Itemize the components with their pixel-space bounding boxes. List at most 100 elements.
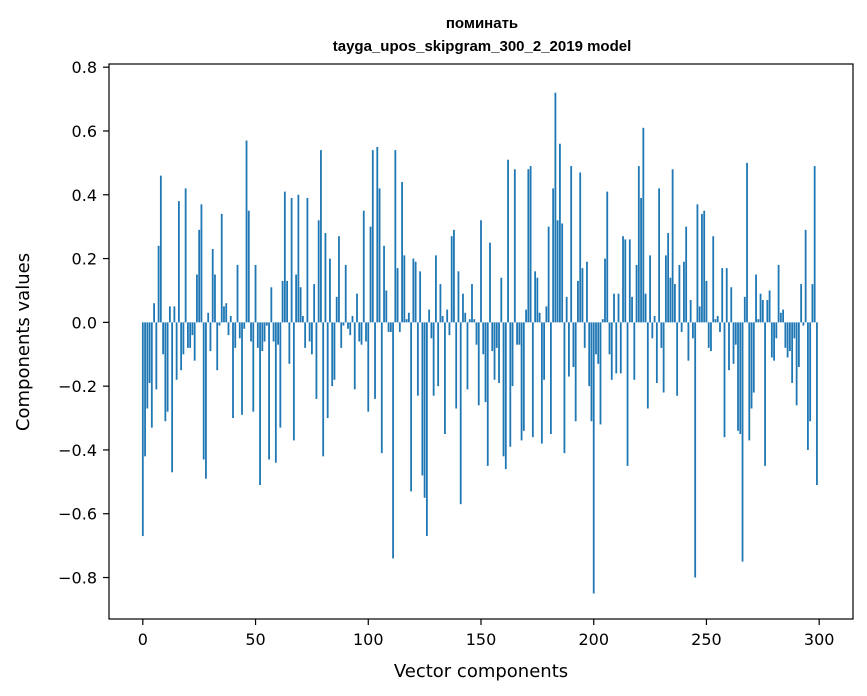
bar-218: [633, 322, 636, 380]
bar-174: [534, 271, 537, 323]
bar-236: [673, 284, 676, 323]
bar-73: [306, 197, 309, 323]
bar-233: [667, 233, 670, 323]
y-tick-label: −0.4: [58, 441, 97, 460]
bar-78: [317, 220, 320, 323]
bar-30: [209, 322, 212, 352]
bar-157: [495, 322, 498, 348]
bar-279: [770, 322, 773, 358]
bar-176: [538, 312, 541, 323]
x-axis-label: Vector components: [394, 661, 568, 682]
bar-189: [568, 322, 570, 377]
bar-238: [678, 264, 681, 323]
bar-16: [177, 201, 180, 323]
bar-227: [653, 315, 656, 323]
bar-141: [459, 322, 462, 505]
bar-37: [225, 303, 228, 323]
bar-124: [421, 322, 424, 476]
bar-35: [220, 213, 223, 323]
bar-295: [807, 322, 809, 450]
bar-94: [353, 322, 356, 390]
bar-11: [166, 322, 169, 412]
bar-208: [610, 322, 613, 380]
bar-250: [705, 280, 708, 323]
bar-281: [775, 322, 778, 339]
bar-92: [349, 322, 352, 336]
bar-169: [522, 322, 525, 431]
bar-252: [710, 322, 712, 352]
bar-185: [559, 143, 561, 323]
bar-154: [489, 242, 491, 323]
bar-110: [389, 322, 392, 332]
bar-258: [723, 322, 726, 438]
bar-59: [274, 322, 277, 463]
bar-23: [193, 322, 196, 361]
bar-47: [247, 210, 250, 323]
bar-18: [182, 322, 185, 355]
bar-106: [380, 322, 383, 454]
bar-15: [175, 322, 178, 380]
bar-9: [162, 322, 165, 355]
bar-291: [797, 322, 800, 368]
bar-220: [637, 166, 640, 323]
bar-296: [809, 322, 812, 422]
bar-255: [716, 315, 719, 323]
y-tick-label: 0.8: [72, 58, 97, 77]
bar-287: [788, 322, 791, 352]
bar-197: [586, 261, 588, 323]
bar-58: [272, 322, 275, 342]
bar-261: [730, 287, 733, 323]
bar-74: [308, 322, 311, 342]
bar-272: [755, 274, 757, 323]
bar-192: [574, 322, 577, 422]
bar-265: [739, 322, 742, 434]
bar-213: [622, 236, 624, 323]
bar-277: [766, 300, 769, 323]
bar-89: [342, 322, 345, 326]
bar-101: [369, 226, 372, 323]
bar-42: [236, 264, 239, 323]
bar-184: [556, 220, 559, 323]
bar-79: [320, 150, 322, 323]
bar-267: [743, 296, 746, 323]
bar-52: [259, 322, 261, 486]
bar-36: [223, 306, 225, 323]
bar-104: [376, 146, 379, 323]
bar-282: [777, 264, 780, 323]
bar-137: [450, 236, 453, 323]
bar-181: [549, 322, 552, 434]
bar-46: [245, 140, 248, 323]
bar-118: [407, 312, 410, 323]
bar-41: [234, 322, 237, 348]
bar-67: [292, 322, 295, 441]
bar-237: [676, 322, 679, 396]
bar-50: [254, 264, 257, 323]
bar-199: [590, 322, 593, 422]
bar-131: [437, 322, 440, 387]
bar-298: [813, 166, 816, 323]
bar-107: [383, 245, 385, 323]
bar-2: [146, 322, 149, 409]
bar-294: [804, 229, 807, 323]
bar-135: [446, 309, 449, 323]
bar-10: [164, 322, 167, 422]
bar-69: [297, 194, 300, 323]
bar-series: [141, 92, 818, 594]
bar-204: [601, 319, 604, 323]
bar-128: [430, 322, 433, 339]
bar-231: [662, 322, 665, 393]
bar-139: [455, 322, 458, 409]
bar-283: [779, 312, 782, 323]
bar-222: [642, 127, 645, 323]
bar-136: [448, 322, 451, 336]
bar-274: [759, 293, 762, 323]
bar-166: [516, 322, 518, 345]
bar-112: [394, 150, 397, 323]
bar-235: [671, 169, 674, 323]
bar-257: [721, 268, 724, 323]
bar-21: [189, 322, 192, 348]
bar-12: [168, 306, 171, 323]
bar-76: [313, 284, 316, 323]
x-tick-label: 250: [691, 630, 722, 649]
bar-84: [331, 322, 334, 387]
